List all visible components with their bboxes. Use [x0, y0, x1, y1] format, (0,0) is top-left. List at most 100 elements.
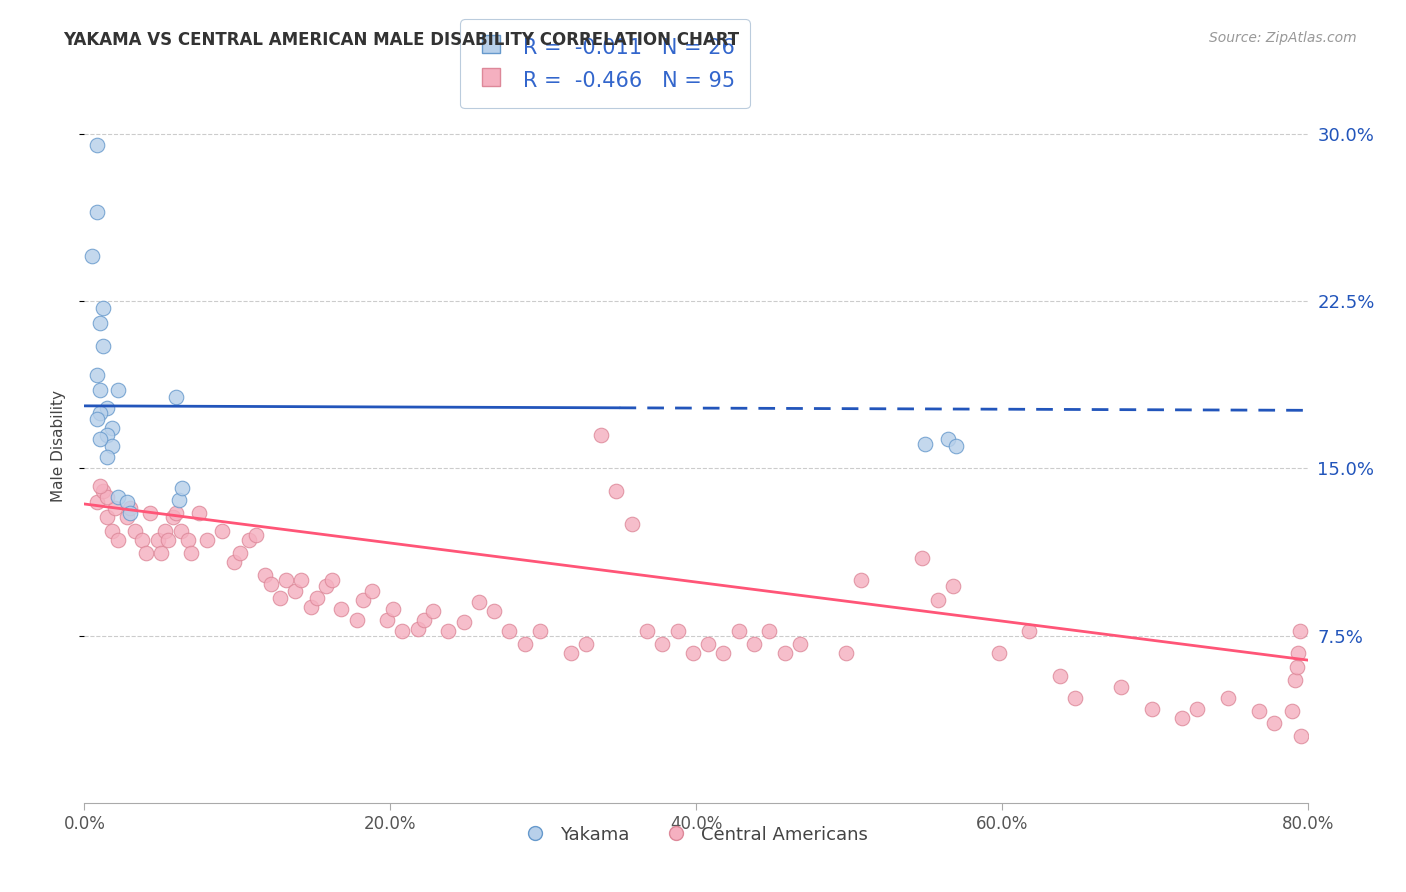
Point	[315, 580, 337, 594]
Point	[91, 338, 114, 352]
Point	[96, 401, 118, 416]
Point	[666, 624, 689, 639]
Point	[1018, 624, 1040, 639]
Point	[945, 439, 967, 453]
Point	[406, 622, 429, 636]
Point	[529, 624, 551, 639]
Point	[104, 501, 127, 516]
Point	[180, 546, 202, 560]
Point	[91, 483, 114, 498]
Point	[651, 637, 673, 651]
Point	[453, 615, 475, 630]
Point	[107, 533, 129, 547]
Point	[238, 533, 260, 547]
Point	[96, 427, 118, 442]
Point	[1216, 690, 1239, 705]
Point	[290, 573, 312, 587]
Point	[107, 384, 129, 398]
Point	[135, 546, 157, 560]
Point	[575, 637, 598, 651]
Point	[560, 646, 582, 660]
Point	[299, 599, 322, 614]
Point	[89, 479, 111, 493]
Point	[96, 510, 118, 524]
Point	[468, 595, 491, 609]
Point	[146, 533, 169, 547]
Point	[936, 432, 959, 446]
Point	[352, 592, 374, 607]
Point	[1064, 690, 1087, 705]
Point	[305, 591, 328, 605]
Point	[1289, 624, 1312, 639]
Point	[942, 580, 965, 594]
Point	[636, 624, 658, 639]
Point	[276, 573, 298, 587]
Point	[789, 637, 811, 651]
Text: YAKAMA VS CENTRAL AMERICAN MALE DISABILITY CORRELATION CHART: YAKAMA VS CENTRAL AMERICAN MALE DISABILI…	[63, 31, 740, 49]
Point	[115, 510, 138, 524]
Point	[346, 613, 368, 627]
Point	[605, 483, 627, 498]
Point	[89, 432, 111, 446]
Point	[835, 646, 858, 660]
Point	[360, 583, 382, 598]
Point	[177, 533, 200, 547]
Point	[224, 555, 246, 569]
Point	[1140, 702, 1163, 716]
Text: Source: ZipAtlas.com: Source: ZipAtlas.com	[1209, 31, 1357, 45]
Point	[157, 533, 180, 547]
Point	[1281, 705, 1303, 719]
Point	[101, 524, 124, 538]
Point	[727, 624, 749, 639]
Point	[620, 516, 643, 531]
Point	[115, 494, 138, 508]
Point	[101, 421, 124, 435]
Point	[86, 137, 108, 152]
Point	[245, 528, 267, 542]
Point	[172, 482, 194, 496]
Point	[513, 637, 536, 651]
Point	[162, 510, 184, 524]
Point	[86, 494, 108, 508]
Point	[170, 524, 193, 538]
Point	[269, 591, 291, 605]
Point	[1291, 729, 1313, 743]
Point	[1109, 680, 1132, 694]
Point	[482, 604, 505, 618]
Point	[849, 573, 872, 587]
Point	[96, 450, 118, 464]
Point	[437, 624, 460, 639]
Point	[591, 427, 613, 442]
Point	[96, 490, 118, 504]
Point	[101, 439, 124, 453]
Point	[120, 506, 142, 520]
Point	[682, 646, 704, 660]
Point	[927, 592, 949, 607]
Point	[412, 613, 434, 627]
Legend: Yakama, Central Americans: Yakama, Central Americans	[516, 819, 876, 851]
Point	[89, 405, 111, 419]
Y-axis label: Male Disability: Male Disability	[51, 390, 66, 502]
Point	[1263, 715, 1285, 730]
Point	[155, 524, 177, 538]
Point	[1284, 673, 1306, 687]
Point	[321, 573, 343, 587]
Point	[284, 583, 307, 598]
Point	[229, 546, 252, 560]
Point	[89, 316, 111, 330]
Point	[330, 602, 353, 616]
Point	[211, 524, 233, 538]
Point	[86, 368, 108, 382]
Point	[86, 412, 108, 426]
Point	[1049, 669, 1071, 683]
Point	[697, 637, 720, 651]
Point	[120, 501, 142, 516]
Point	[91, 301, 114, 315]
Point	[107, 490, 129, 504]
Point	[86, 204, 108, 219]
Point	[195, 533, 218, 547]
Point	[1247, 705, 1270, 719]
Point	[1171, 711, 1194, 725]
Point	[773, 646, 796, 660]
Point	[253, 568, 276, 582]
